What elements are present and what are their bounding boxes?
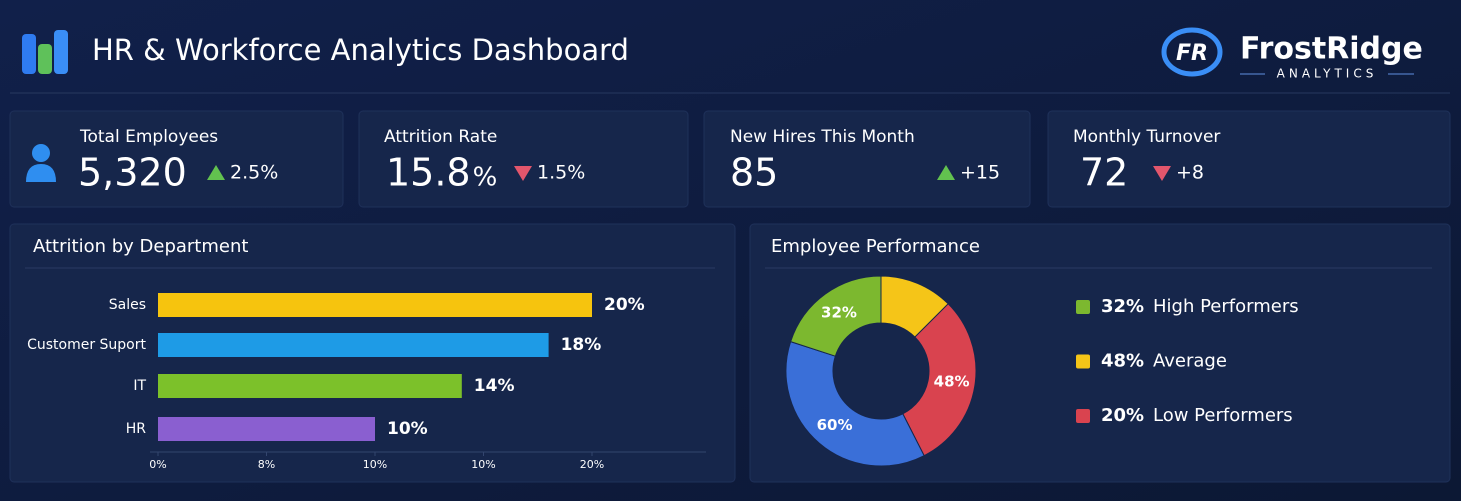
legend-value: 20% <box>1101 405 1144 426</box>
legend-label: Low Performers <box>1153 405 1293 426</box>
kpi-label: Attrition Rate <box>384 127 497 147</box>
kpi-change: +15 <box>960 162 1000 184</box>
kpi-label: New Hires This Month <box>730 127 915 147</box>
kpi-icon <box>32 144 50 162</box>
donut-slice <box>790 275 882 357</box>
data-label: 60% <box>817 416 853 434</box>
legend-swatch <box>1076 354 1090 369</box>
data-label: 18% <box>561 335 602 355</box>
legend-swatch <box>1076 409 1090 423</box>
x-tick-label: 0% <box>149 458 166 471</box>
bar <box>158 374 462 398</box>
kpi-label: Total Employees <box>79 127 218 147</box>
kpi-value: 5,320 <box>78 151 187 195</box>
kpi-label: Monthly Turnover <box>1073 127 1220 147</box>
kpi-value: 85 <box>730 151 778 195</box>
donut-slice <box>785 341 925 467</box>
legend-label: High Performers <box>1153 296 1299 317</box>
card <box>358 110 689 208</box>
x-tick-label: 20% <box>580 458 604 471</box>
data-label: 20% <box>604 295 645 315</box>
legend-value: 32% <box>1101 296 1144 317</box>
legend-swatch <box>1076 300 1090 314</box>
kpi-trend-arrow <box>207 165 225 180</box>
card <box>703 110 1031 208</box>
kpi-change: 1.5% <box>537 162 585 184</box>
y-tick-label: IT <box>133 378 146 394</box>
kpi-trend-arrow <box>937 165 955 180</box>
kpi-value: 15.8 <box>386 151 471 195</box>
chart-title: Attrition by Department <box>33 236 248 257</box>
kpi-trend-arrow <box>1153 166 1171 181</box>
y-tick-label: Customer Suport <box>27 337 146 353</box>
x-tick-label: 10% <box>471 458 495 471</box>
legend-value: 48% <box>1101 351 1144 372</box>
y-tick-label: HR <box>126 421 147 437</box>
data-label: 10% <box>387 419 428 439</box>
brand-subtitle: ANALYTICS <box>1277 67 1378 81</box>
legend-label: Average <box>1153 351 1227 372</box>
data-label: 32% <box>821 304 857 322</box>
kpi-change: 2.5% <box>230 162 278 184</box>
x-tick-label: 10% <box>363 458 387 471</box>
brand-emblem: FR <box>1161 27 1223 77</box>
x-tick-label: 8% <box>258 458 275 471</box>
chart-title: Employee Performance <box>771 236 980 257</box>
data-label: 48% <box>934 373 970 391</box>
app-logo <box>22 30 68 74</box>
kpi-trend-arrow <box>514 166 532 181</box>
kpi-change: +8 <box>1176 162 1204 184</box>
card <box>1047 110 1451 208</box>
svg-text:FR: FR <box>1176 41 1208 66</box>
donut-slice <box>902 303 977 457</box>
bar <box>158 417 375 441</box>
bar <box>158 333 549 357</box>
dashboard-title: HR & Workforce Analytics Dashboard <box>92 33 629 67</box>
kpi-unit: % <box>473 163 498 193</box>
bar <box>158 293 592 317</box>
card <box>9 110 344 208</box>
kpi-value: 72 <box>1080 151 1128 195</box>
data-label: 14% <box>474 376 515 396</box>
y-tick-label: Sales <box>109 297 146 313</box>
brand-name: FrostRidge <box>1240 32 1423 67</box>
kpi-icon <box>26 164 56 182</box>
